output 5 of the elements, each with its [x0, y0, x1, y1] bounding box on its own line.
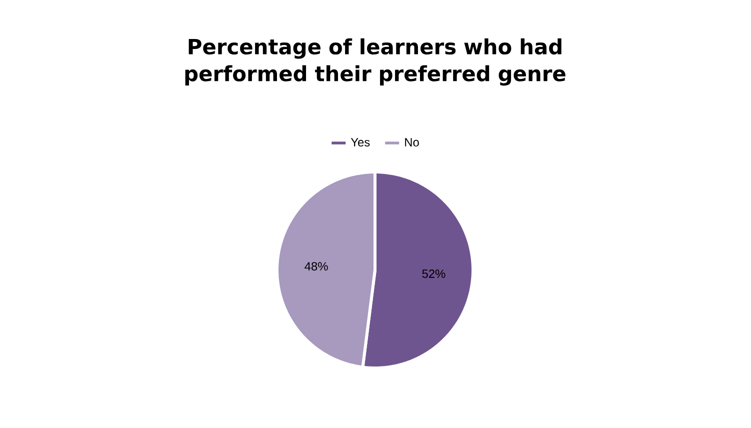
legend-label: Yes [350, 138, 370, 146]
data-label: 52% [422, 269, 446, 278]
legend-label: No [405, 138, 419, 146]
data-label: 48% [304, 262, 328, 271]
chart-title: Percentage of learners who had performed their preferred genre [185, 38, 566, 86]
